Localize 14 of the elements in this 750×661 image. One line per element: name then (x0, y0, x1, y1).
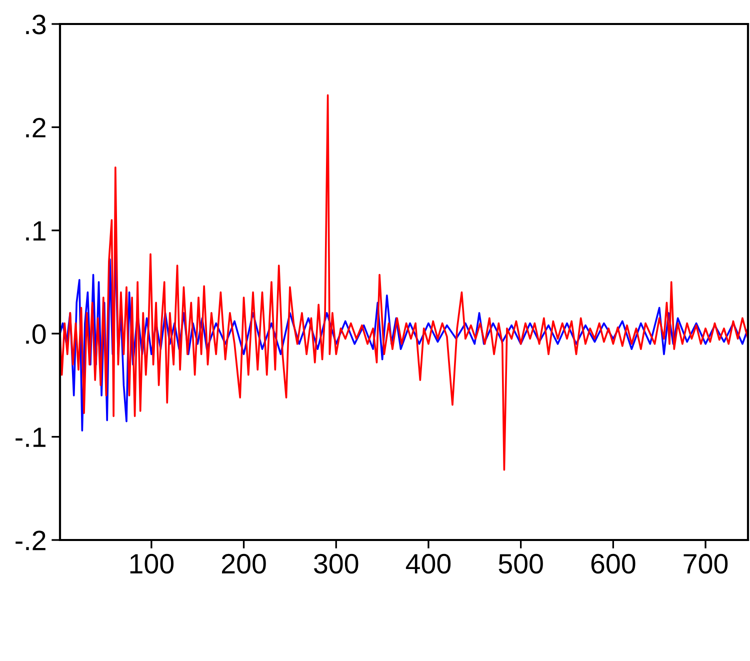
y-tick-label: .2 (26, 118, 46, 138)
y-tick-label: -.2 (16, 530, 46, 550)
line-series (60, 94, 748, 471)
y-tick-label: .0 (26, 324, 46, 344)
y-tick-label: -.1 (16, 428, 46, 447)
y-tick-label: .1 (26, 221, 46, 240)
x-tick-label: 200 (222, 554, 266, 574)
x-tick-label: 100 (130, 554, 174, 574)
x-tick-label: 400 (406, 554, 451, 574)
y-tick-label: .3 (26, 14, 46, 34)
x-tick-label: 300 (314, 554, 358, 574)
x-tick-label: 600 (591, 554, 636, 574)
x-tick-label: 700 (684, 554, 728, 574)
x-tick-label: 500 (498, 554, 543, 574)
